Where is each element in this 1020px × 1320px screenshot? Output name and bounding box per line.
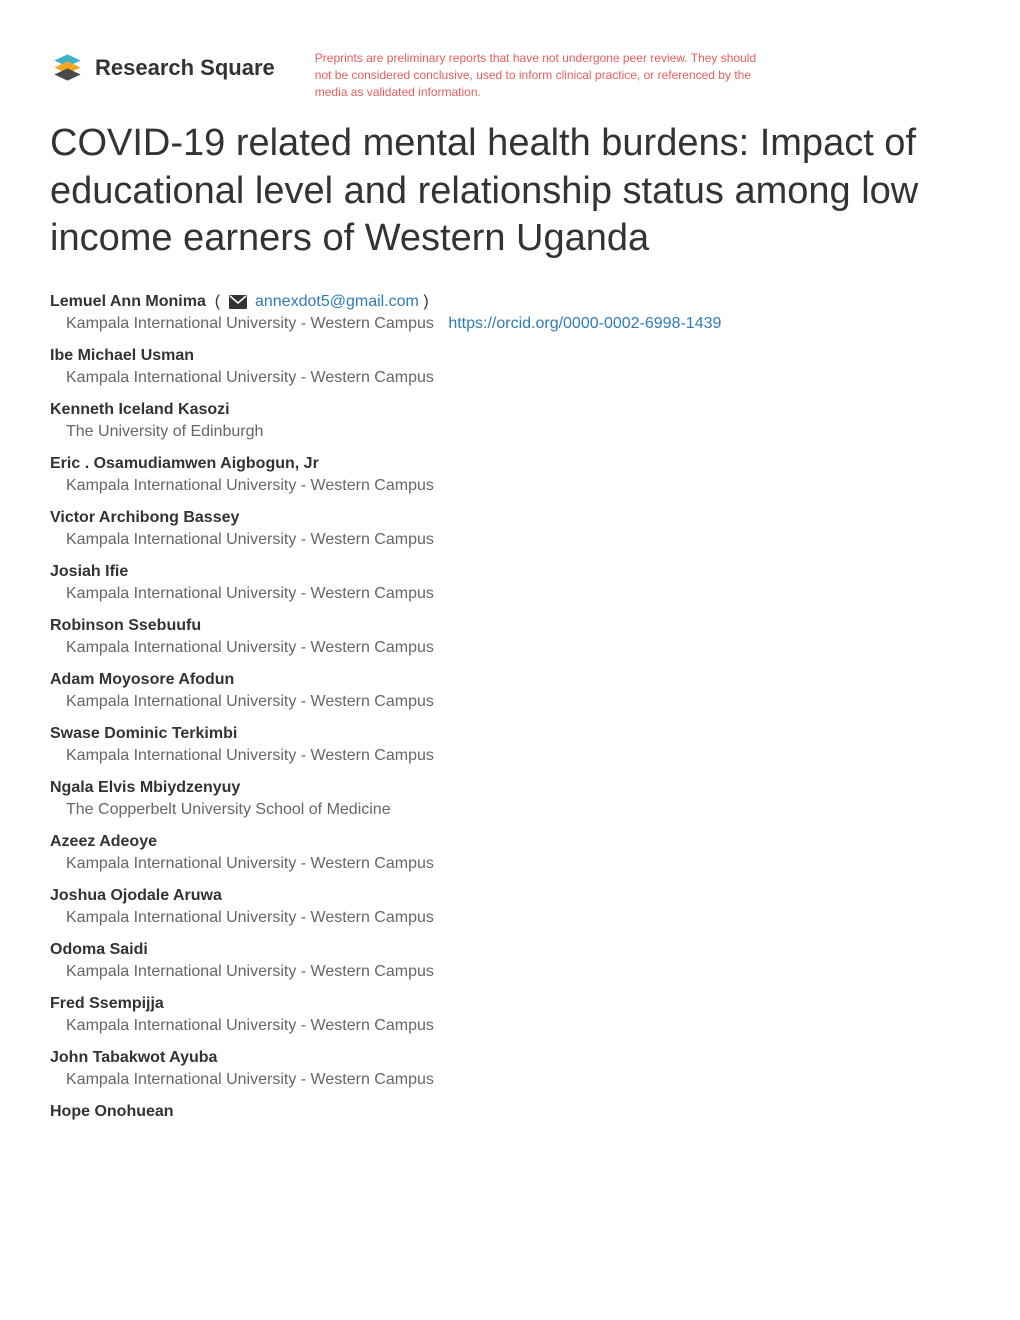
author-name: Adam Moyosore Afodun: [50, 671, 234, 688]
page-header: Research Square Preprints are preliminar…: [50, 50, 970, 100]
author-affiliation: Kampala International University - Weste…: [50, 747, 970, 765]
envelope-icon: [229, 295, 247, 309]
preprint-disclaimer: Preprints are preliminary reports that h…: [315, 50, 765, 100]
author-block: Azeez Adeoye Kampala International Univer…: [50, 833, 970, 873]
author-affiliation: The University of Edinburgh: [50, 423, 970, 441]
author-block: Victor Archibong Bassey Kampala Internati…: [50, 509, 970, 549]
author-name: Eric . Osamudiamwen Aigbogun, Jr: [50, 455, 319, 472]
author-name: Odoma Saidi: [50, 941, 148, 958]
author-block: Ibe Michael Usman Kampala International U…: [50, 347, 970, 387]
author-email-wrapper: ( annexdot5@gmail.com ): [210, 293, 428, 310]
author-name: Azeez Adeoye: [50, 833, 157, 850]
author-block: Swase Dominic Terkimbi Kampala Internatio…: [50, 725, 970, 765]
author-block: Ngala Elvis Mbiydzenyuy The Copperbelt Un…: [50, 779, 970, 819]
author-name: Robinson Ssebuufu: [50, 617, 201, 634]
author-block: Fred Ssempijja Kampala International Univ…: [50, 995, 970, 1035]
author-block: Hope Onohuean: [50, 1103, 970, 1121]
author-affiliation: Kampala International University - Weste…: [50, 369, 970, 387]
author-affiliation: The Copperbelt University School of Medi…: [50, 801, 970, 819]
author-affiliation: Kampala International University - Weste…: [50, 585, 970, 603]
author-name: Ngala Elvis Mbiydzenyuy: [50, 779, 240, 796]
author-name: Hope Onohuean: [50, 1103, 174, 1120]
author-affiliation: Kampala International University - Weste…: [50, 693, 970, 711]
author-affiliation: Kampala International University - Weste…: [50, 909, 970, 927]
author-block: Eric . Osamudiamwen Aigbogun, Jr Kampala …: [50, 455, 970, 495]
author-name: John Tabakwot Ayuba: [50, 1049, 217, 1066]
logo-container: Research Square: [50, 50, 275, 85]
orcid-link[interactable]: https://orcid.org/0000-0002-6998-1439: [448, 315, 721, 332]
author-affiliation: Kampala International University - Weste…: [50, 855, 970, 873]
author-block: Kenneth Iceland Kasozi The University of …: [50, 401, 970, 441]
author-block: Robinson Ssebuufu Kampala International U…: [50, 617, 970, 657]
author-affiliation: Kampala International University - Weste…: [50, 1071, 970, 1089]
author-name: Joshua Ojodale Aruwa: [50, 887, 222, 904]
author-name: Swase Dominic Terkimbi: [50, 725, 237, 742]
author-name: Victor Archibong Bassey: [50, 509, 239, 526]
author-name: Josiah Ifie: [50, 563, 128, 580]
author-name: Lemuel Ann Monima: [50, 293, 206, 310]
author-block: Odoma Saidi Kampala International Univers…: [50, 941, 970, 981]
logo-text: Research Square: [95, 55, 275, 81]
author-affiliation: Kampala International University - Weste…: [50, 639, 970, 657]
research-square-logo-icon: [50, 50, 85, 85]
author-block: Adam Moyosore Afodun Kampala Internationa…: [50, 671, 970, 711]
author-affiliation: Kampala International University - Weste…: [50, 315, 970, 333]
author-name: Ibe Michael Usman: [50, 347, 194, 364]
author-email-link[interactable]: annexdot5@gmail.com: [255, 293, 419, 310]
author-name: Fred Ssempijja: [50, 995, 164, 1012]
author-block: Josiah Ifie Kampala International Univers…: [50, 563, 970, 603]
author-block: John Tabakwot Ayuba Kampala International…: [50, 1049, 970, 1089]
author-name: Kenneth Iceland Kasozi: [50, 401, 230, 418]
author-block: Joshua Ojodale Aruwa Kampala Internationa…: [50, 887, 970, 927]
corresponding-author-block: Lemuel Ann Monima ( annexdot5@gmail.com …: [50, 293, 970, 333]
author-affiliation: Kampala International University - Weste…: [50, 963, 970, 981]
paper-title: COVID-19 related mental health burdens: …: [50, 120, 970, 263]
authors-list: Ibe Michael Usman Kampala International U…: [50, 347, 970, 1121]
author-affiliation: Kampala International University - Weste…: [50, 477, 970, 495]
author-affiliation: Kampala International University - Weste…: [50, 531, 970, 549]
author-affiliation: Kampala International University - Weste…: [50, 1017, 970, 1035]
